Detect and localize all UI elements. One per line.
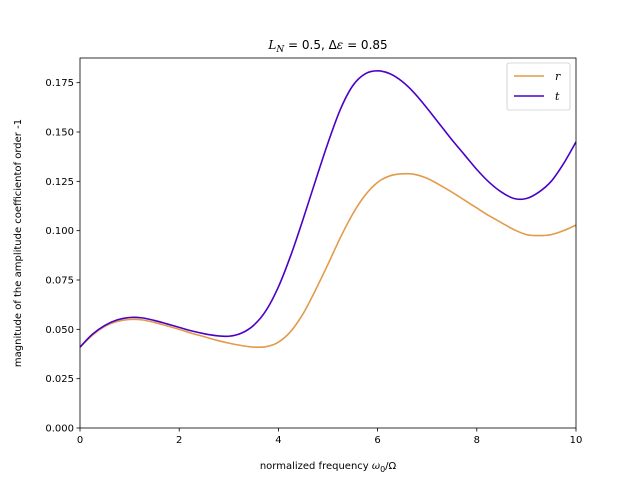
x-axis-label: normalized frequency ω0/Ω [260,461,397,474]
series-layer [79,70,577,349]
axes-frame [79,57,577,429]
legend-label-r: r [555,70,561,83]
x-tick-label: 10 [570,435,583,446]
legend-box [506,62,571,111]
legend: r t [506,62,571,111]
series-line-t [79,70,577,348]
y-tick-label: 0.025 [45,374,74,385]
chart-title: LN = 0.5, Δε = 0.85 [267,38,387,55]
y-axis-label: magnitude of the amplitude coefficientof… [13,119,24,367]
y-tick-label: 0.175 [45,78,74,89]
x-tick-label: 0 [77,435,83,446]
plot-area [79,57,577,429]
y-tick-label: 0.150 [45,128,74,139]
x-tick-label: 4 [275,435,281,446]
y-axis-ticks: 0.000 0.025 0.050 0.075 0.100 0.125 0.150 0.175 [45,78,80,435]
y-tick-label: 0.000 [45,424,74,435]
x-tick-label: 8 [474,435,480,446]
x-axis-ticks: 0 2 4 6 8 10 [77,428,583,446]
y-tick-label: 0.100 [45,226,74,237]
x-tick-label: 6 [374,435,380,446]
y-tick-label: 0.125 [45,177,74,188]
legend-label-t: t [555,90,560,103]
series-line-r [79,172,577,349]
y-tick-label: 0.050 [45,325,74,336]
x-tick-label: 2 [176,435,182,446]
y-tick-label: 0.075 [45,276,74,287]
